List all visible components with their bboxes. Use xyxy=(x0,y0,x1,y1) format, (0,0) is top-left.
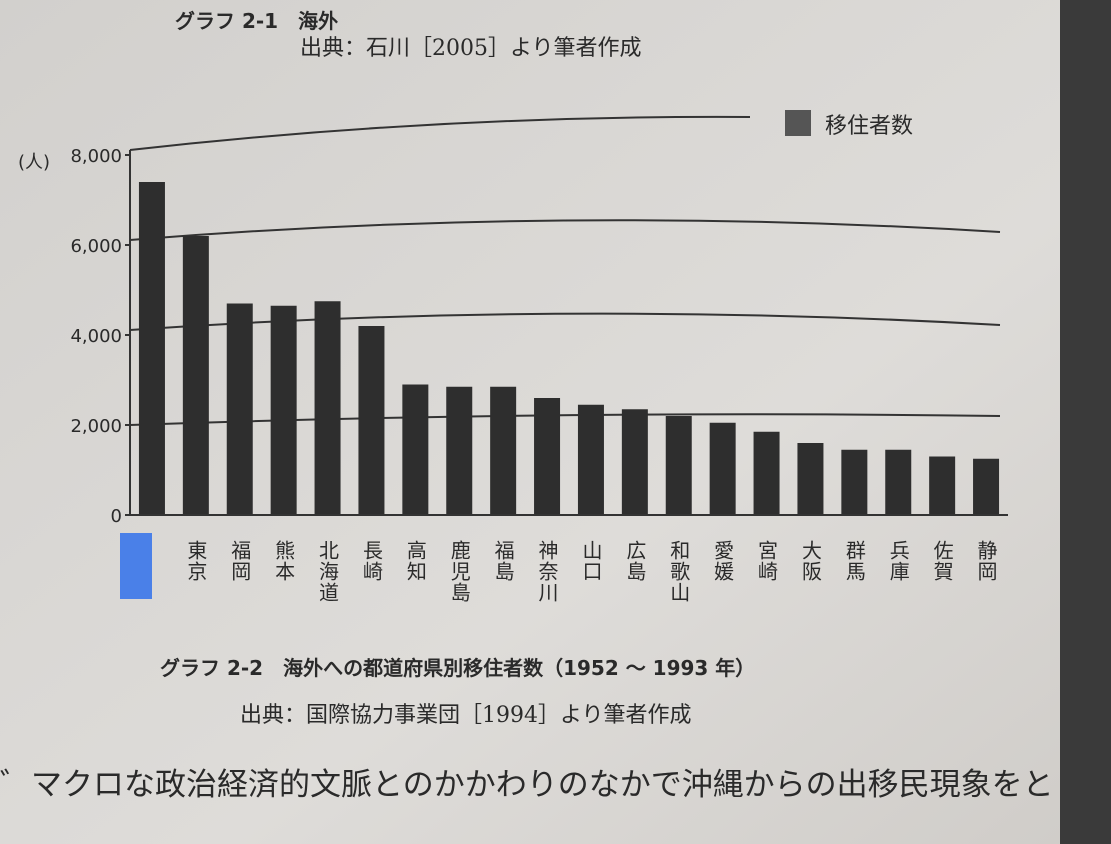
bar xyxy=(929,456,956,515)
y-tick-label: 0 xyxy=(111,506,122,527)
bar xyxy=(358,326,385,515)
bar xyxy=(534,398,561,515)
page-edge xyxy=(1060,0,1111,844)
page-curve xyxy=(129,312,1001,331)
page-curve xyxy=(129,219,1001,241)
label-cover xyxy=(120,533,152,599)
bar xyxy=(226,303,253,515)
x-tick-label: 愛媛 xyxy=(711,540,735,582)
top-caption: グラフ 2-1 海外 xyxy=(175,9,338,33)
x-tick-label: 群馬 xyxy=(842,540,866,582)
bar xyxy=(665,416,692,515)
top-source: 出典：石川［2005］より筆者作成 xyxy=(300,36,642,61)
page-curve xyxy=(129,413,1001,426)
y-tick-label: 4,000 xyxy=(70,326,122,347)
bar xyxy=(446,386,473,515)
x-tick-label: 佐賀 xyxy=(930,540,954,582)
chart-caption: グラフ 2-2 海外への都道府県別移住者数（1952 ～ 1993 年） xyxy=(160,656,755,680)
x-tick-label: 大阪 xyxy=(798,540,822,582)
bar xyxy=(138,182,165,515)
y-tick-label: 6,000 xyxy=(70,236,122,257)
x-tick-label: 山口 xyxy=(579,540,603,582)
y-unit: (人) xyxy=(18,152,50,173)
x-tick-label: 和歌山 xyxy=(667,540,691,603)
x-tick-label: 熊本 xyxy=(272,540,296,582)
bar xyxy=(314,301,341,515)
bar xyxy=(577,404,604,515)
x-tick-label: 宮崎 xyxy=(755,540,779,582)
x-tick-label: 長崎 xyxy=(359,540,383,582)
x-tick-label: 神奈川 xyxy=(535,540,559,603)
bar xyxy=(753,431,780,515)
y-tick-label: 8,000 xyxy=(70,146,122,167)
bar xyxy=(709,422,736,515)
bar xyxy=(270,305,297,515)
bar xyxy=(621,409,648,515)
body-text: ゛マクロな政治経済的文脈とのかかわりのなかで沖縄からの出移民現象をと xyxy=(0,767,1054,803)
legend-label: 移住者数 xyxy=(825,114,913,139)
page-curve xyxy=(129,115,751,151)
x-tick-label: 福島 xyxy=(491,540,515,582)
x-tick-label: 静岡 xyxy=(974,540,998,582)
x-tick-label: 高知 xyxy=(403,540,427,582)
bar xyxy=(490,386,517,515)
x-tick-label: 東京 xyxy=(184,540,208,582)
chart-source: 出典：国際協力事業団［1994］より筆者作成 xyxy=(240,703,692,728)
y-tick-label: 2,000 xyxy=(70,416,122,437)
bar xyxy=(182,236,209,515)
x-tick-label: 広島 xyxy=(623,540,647,582)
bar xyxy=(797,443,824,515)
bar xyxy=(841,449,868,515)
legend-swatch xyxy=(785,110,811,136)
x-tick-label: 兵庫 xyxy=(886,540,910,582)
x-tick-label: 鹿児島 xyxy=(447,540,471,603)
x-tick-label: 北海道 xyxy=(316,540,340,603)
x-tick-label: 福岡 xyxy=(228,540,252,582)
bar xyxy=(885,449,912,515)
bar xyxy=(973,458,1000,515)
bar xyxy=(402,384,429,515)
